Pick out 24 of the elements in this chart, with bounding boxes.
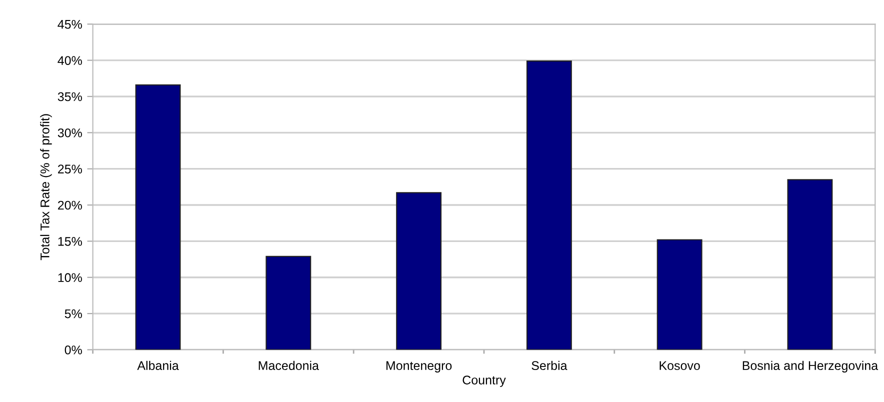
bar [266, 256, 312, 350]
bar [396, 192, 442, 350]
y-axis-title: Total Tax Rate (% of profit) [40, 114, 52, 260]
y-tick-label: 25% [58, 164, 82, 174]
x-tick-label: Montenegro [386, 361, 452, 373]
y-tick-label: 5% [64, 309, 82, 318]
x-tick-label: Kosovo [660, 361, 700, 370]
bar [787, 179, 833, 350]
bar [135, 84, 181, 350]
y-tick-label: 40% [58, 56, 82, 65]
x-tick-label: Bosnia and Herzegovina [742, 360, 878, 373]
y-tick-label: 10% [58, 273, 82, 282]
y-tick-label: 45% [58, 20, 82, 29]
x-axis-title: Country [462, 376, 506, 387]
bar [526, 60, 572, 350]
y-tick-label: 30% [58, 128, 82, 138]
y-tick-label: 0% [64, 346, 82, 354]
x-tick-label: Macedonia [258, 360, 319, 370]
y-tick-label: 15% [58, 237, 82, 246]
bar [656, 239, 702, 350]
x-tick-label: Serbia [532, 360, 568, 370]
y-tick-label: 35% [58, 92, 82, 102]
x-tick-label: Albania [137, 360, 179, 370]
y-tick-label: 20% [58, 200, 82, 210]
